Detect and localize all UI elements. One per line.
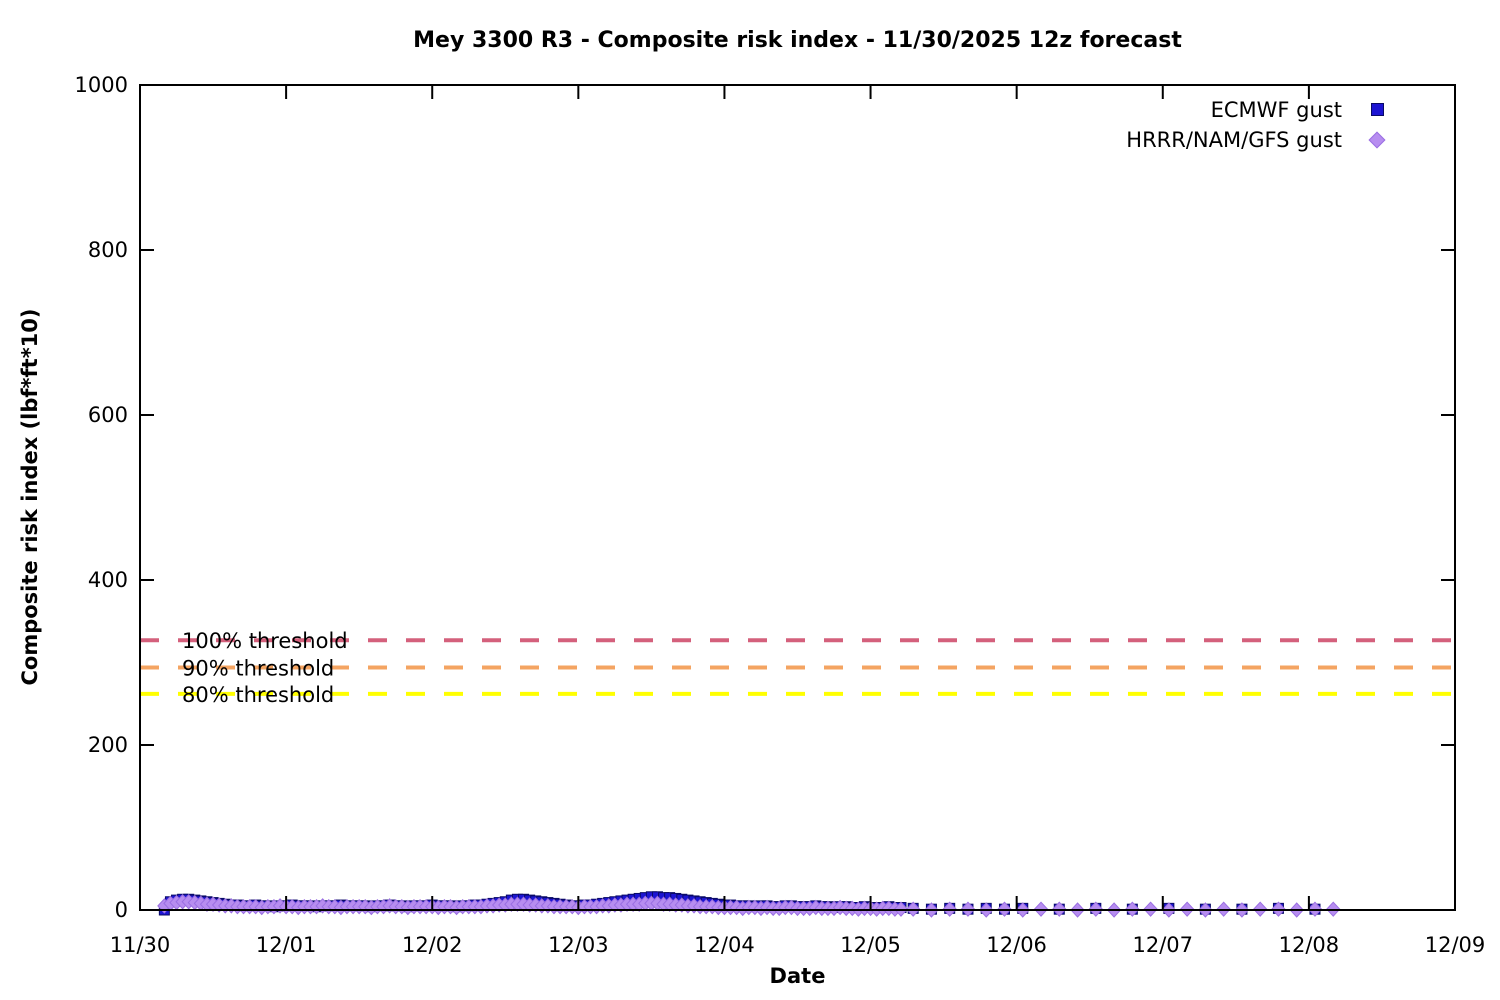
legend-marker-cell xyxy=(1342,131,1412,148)
blue-square-marker-icon xyxy=(1370,103,1384,116)
x-tick-label: 12/07 xyxy=(1133,933,1194,957)
x-tick-label: 12/03 xyxy=(548,933,609,957)
x-tick-label: 12/09 xyxy=(1425,933,1486,957)
x-tick-label: 12/06 xyxy=(986,933,1047,957)
legend: ECMWF gust HRRR/NAM/GFS gust xyxy=(1126,96,1412,153)
y-tick-label: 400 xyxy=(88,568,128,592)
x-tick-label: 12/08 xyxy=(1279,933,1340,957)
chart-title: Mey 3300 R3 - Composite risk index - 11/… xyxy=(413,28,1182,53)
legend-label-ecmwf: ECMWF gust xyxy=(1210,97,1342,122)
y-tick-label: 200 xyxy=(88,733,128,757)
legend-item-ecmwf: ECMWF gust xyxy=(1126,96,1412,123)
legend-marker-cell xyxy=(1342,103,1412,116)
y-tick-label: 600 xyxy=(88,403,128,427)
legend-label-hrrr: HRRR/NAM/GFS gust xyxy=(1126,127,1342,152)
x-tick-label: 12/04 xyxy=(694,933,755,957)
legend-item-hrrr: HRRR/NAM/GFS gust xyxy=(1126,126,1412,153)
y-tick-label: 0 xyxy=(115,898,128,922)
plot-border xyxy=(139,84,1456,911)
y-tick-label: 1000 xyxy=(75,73,128,97)
threshold-label-80: 80% threshold xyxy=(182,683,334,707)
x-tick-label: 12/05 xyxy=(840,933,901,957)
y-axis-ticks: 0 200 400 600 800 1000 xyxy=(75,73,1455,922)
x-tick-label: 11/30 xyxy=(110,933,171,957)
threshold-label-90: 90% threshold xyxy=(182,656,334,680)
x-tick-label: 12/01 xyxy=(256,933,317,957)
y-tick-label: 800 xyxy=(88,238,128,262)
threshold-label-100: 100% threshold xyxy=(182,629,348,653)
purple-diamond-marker-icon xyxy=(1368,131,1386,148)
x-tick-label: 12/02 xyxy=(402,933,463,957)
y-axis-label: Composite risk index (lbf*ft*10) xyxy=(18,308,42,686)
x-axis-label: Date xyxy=(769,964,826,988)
x-axis-ticks: 11/30 12/01 12/02 12/03 12/04 12/05 12/06 12/07… xyxy=(110,85,1486,957)
